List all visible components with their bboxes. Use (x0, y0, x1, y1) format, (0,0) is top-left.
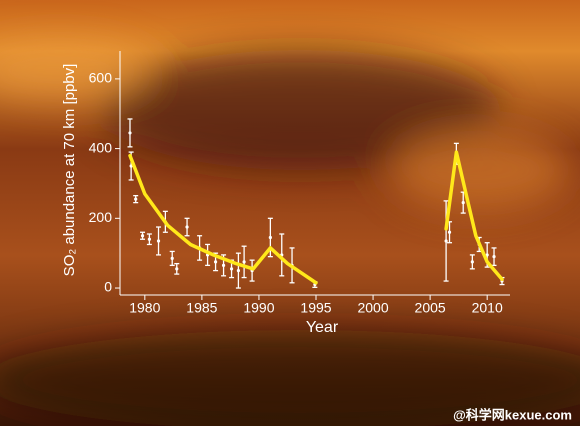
data-point (492, 255, 496, 259)
data-point (221, 263, 226, 267)
data-point (470, 260, 474, 264)
y-axis-label: SO₂ abundance at 70 km [ppbv] (61, 64, 78, 277)
y-tick-label: 200 (89, 209, 113, 225)
fit-line (128, 150, 504, 285)
data-point (461, 201, 465, 205)
y-tick-label: 0 (104, 279, 112, 295)
data-point (175, 267, 179, 271)
watermark: @科学网kexue.com (453, 407, 572, 422)
data-point (156, 239, 161, 243)
data-point (444, 239, 448, 243)
x-tick-label: 2005 (415, 300, 446, 316)
data-point (213, 260, 218, 264)
data-point (447, 230, 452, 234)
x-tick-label: 1980 (129, 300, 160, 316)
data-point (170, 256, 174, 260)
x-tick-label: 1985 (186, 300, 217, 316)
data-point (128, 131, 132, 135)
x-tick-label: 1995 (300, 300, 331, 316)
data-point (242, 260, 246, 264)
y-tick-label: 400 (89, 139, 113, 155)
data-point (268, 235, 272, 240)
data-point (185, 225, 189, 229)
data-point (140, 234, 145, 238)
data-point (229, 267, 234, 271)
clouds (0, 40, 580, 426)
x-axis-label: Year (306, 319, 339, 336)
x-tick-label: 2010 (472, 300, 503, 316)
data-point (147, 237, 151, 241)
x-tick-label: 1990 (243, 300, 274, 316)
data-point (236, 269, 240, 273)
y-tick-label: 600 (89, 70, 113, 86)
data-point (134, 197, 138, 201)
x-tick-label: 2000 (357, 300, 388, 316)
